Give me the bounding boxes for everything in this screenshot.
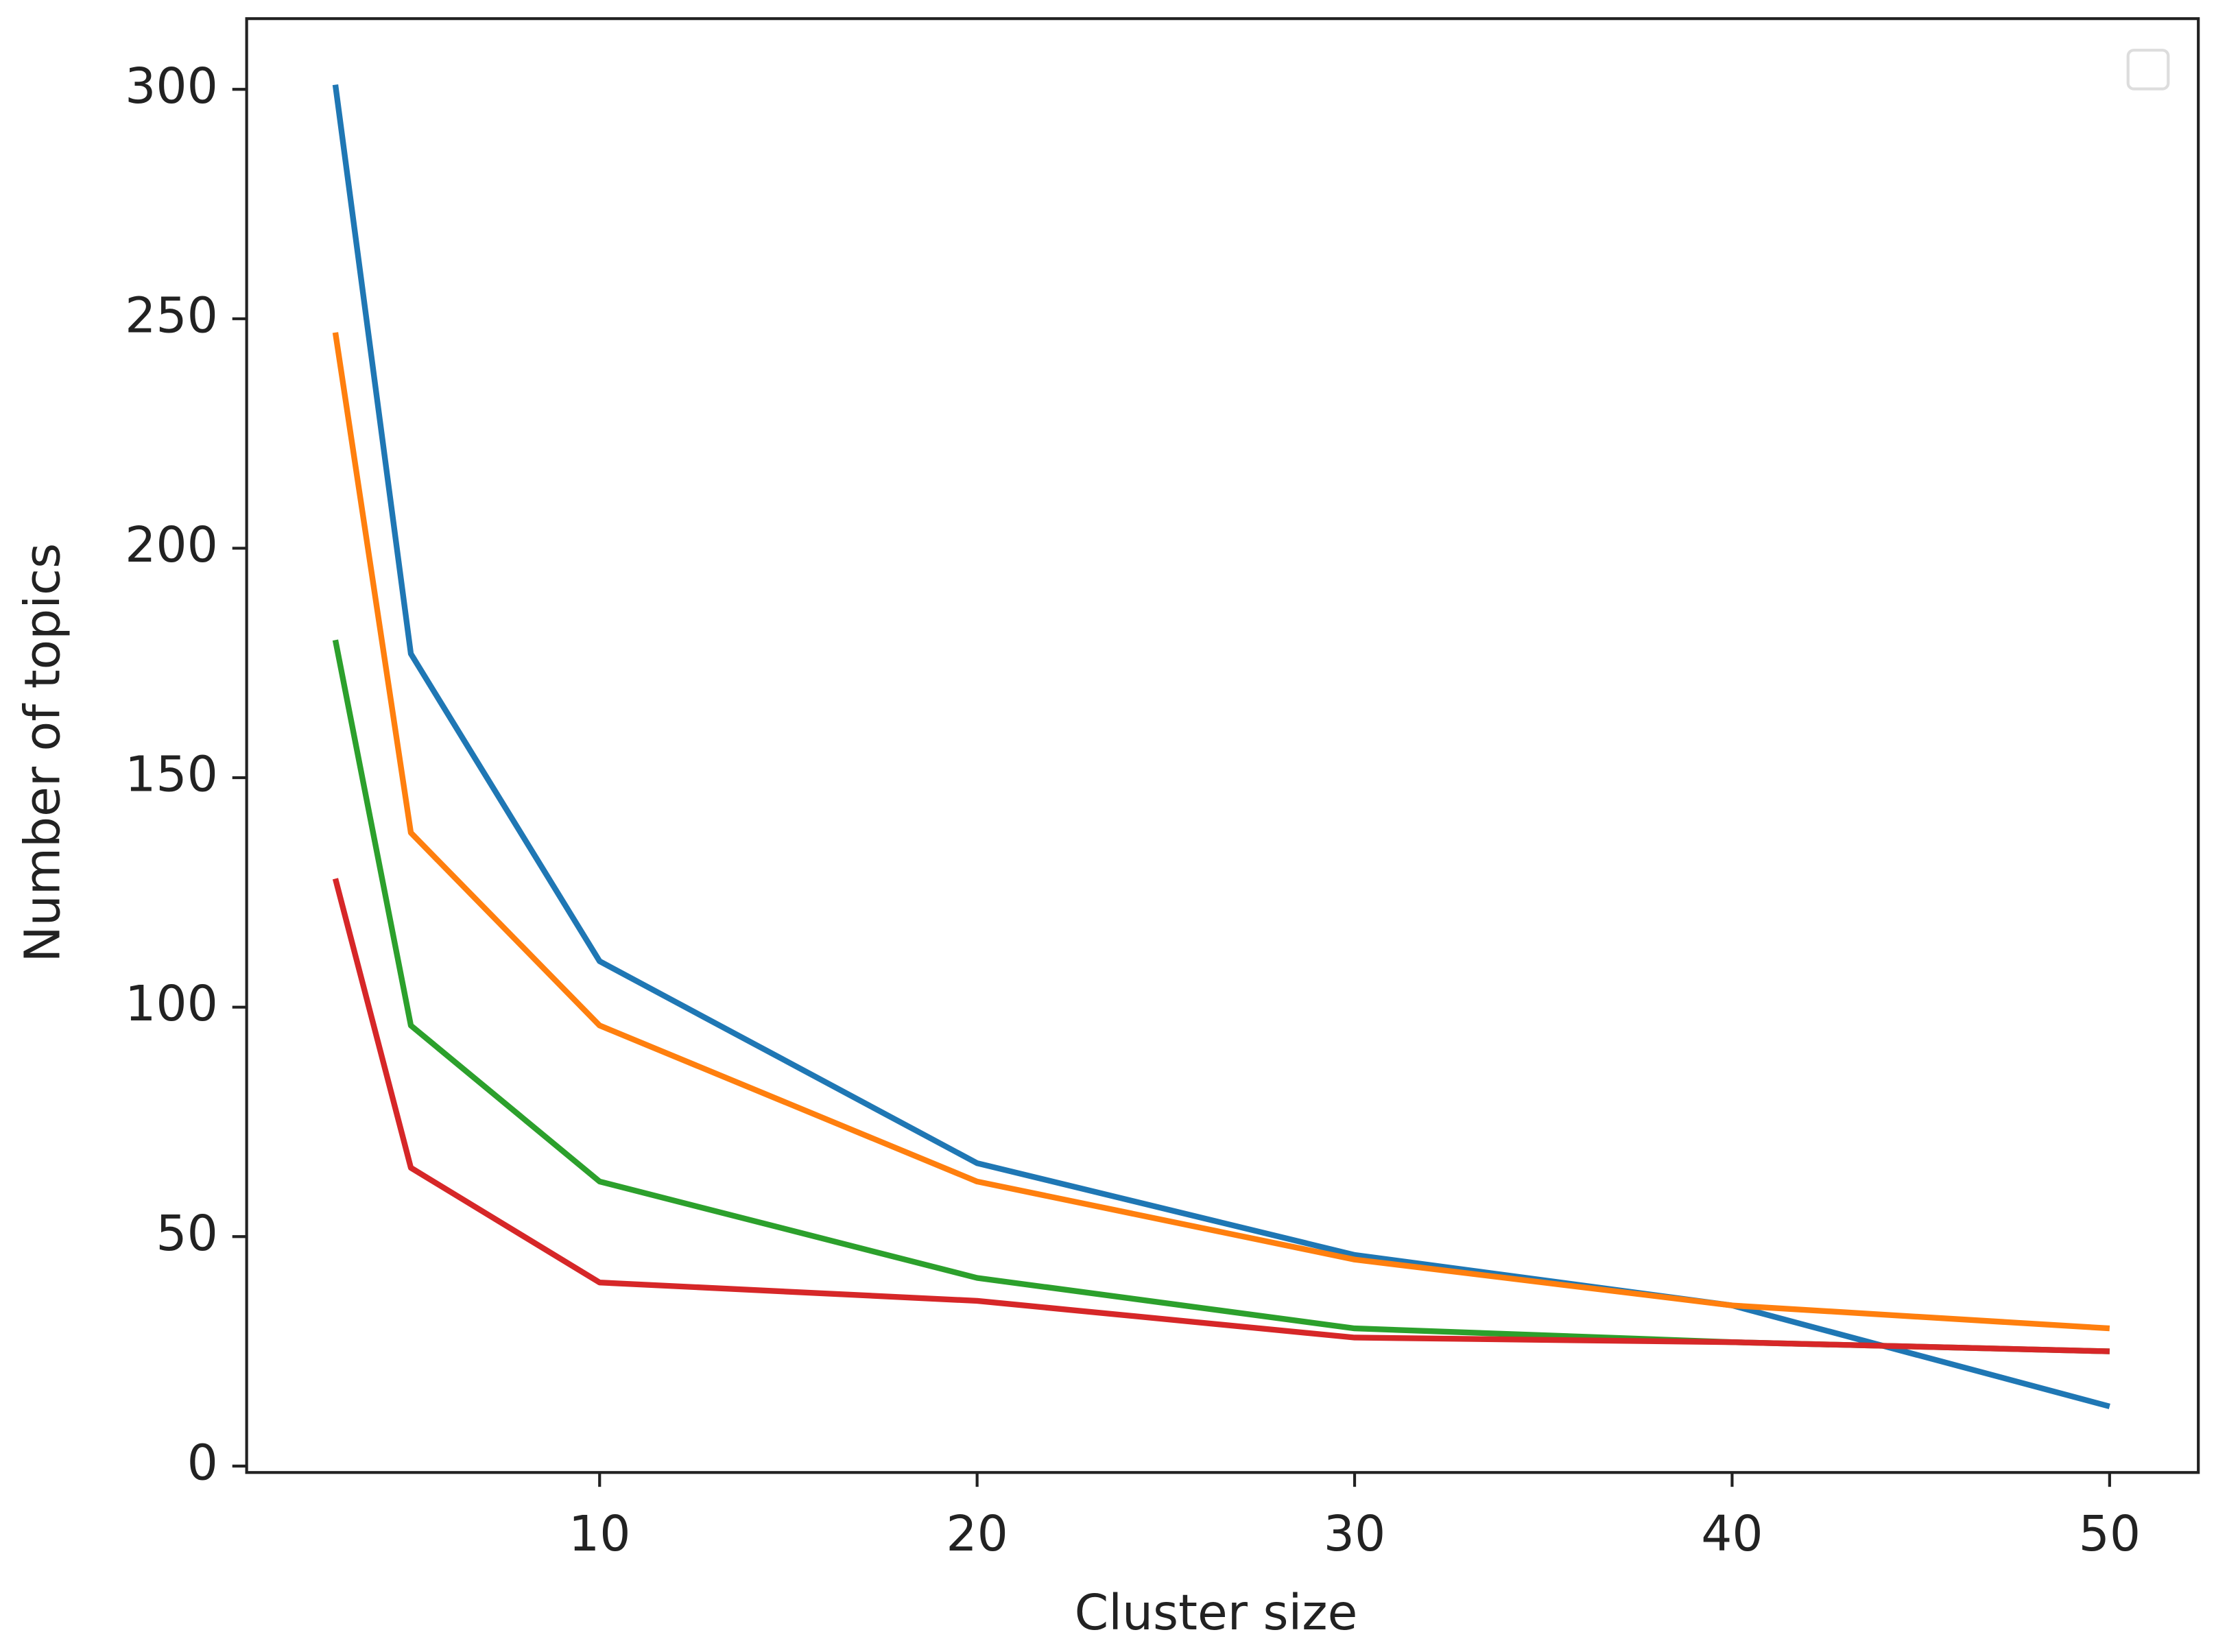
x-axis-label: Cluster size — [1075, 1584, 1358, 1641]
line-series — [332, 332, 2110, 1332]
y-tick-label: 300 — [125, 58, 218, 115]
legend-box — [2126, 49, 2170, 91]
y-tick-label: 200 — [125, 516, 218, 573]
x-tick-label: 50 — [2079, 1505, 2141, 1562]
x-tick-label: 30 — [1324, 1505, 1385, 1562]
x-tick-label: 20 — [946, 1505, 1008, 1562]
y-axis-label: Number of topics — [14, 543, 71, 963]
x-tick-label: 40 — [1701, 1505, 1763, 1562]
y-tick-label: 50 — [156, 1205, 217, 1262]
y-tick-label: 150 — [125, 746, 218, 803]
y-tick-label: 0 — [187, 1434, 218, 1491]
x-tick-label: 10 — [569, 1505, 630, 1562]
line-series — [332, 878, 2110, 1354]
y-tick-label: 100 — [125, 975, 218, 1032]
y-tick-label: 250 — [125, 287, 218, 344]
plot-frame — [245, 17, 2200, 1474]
